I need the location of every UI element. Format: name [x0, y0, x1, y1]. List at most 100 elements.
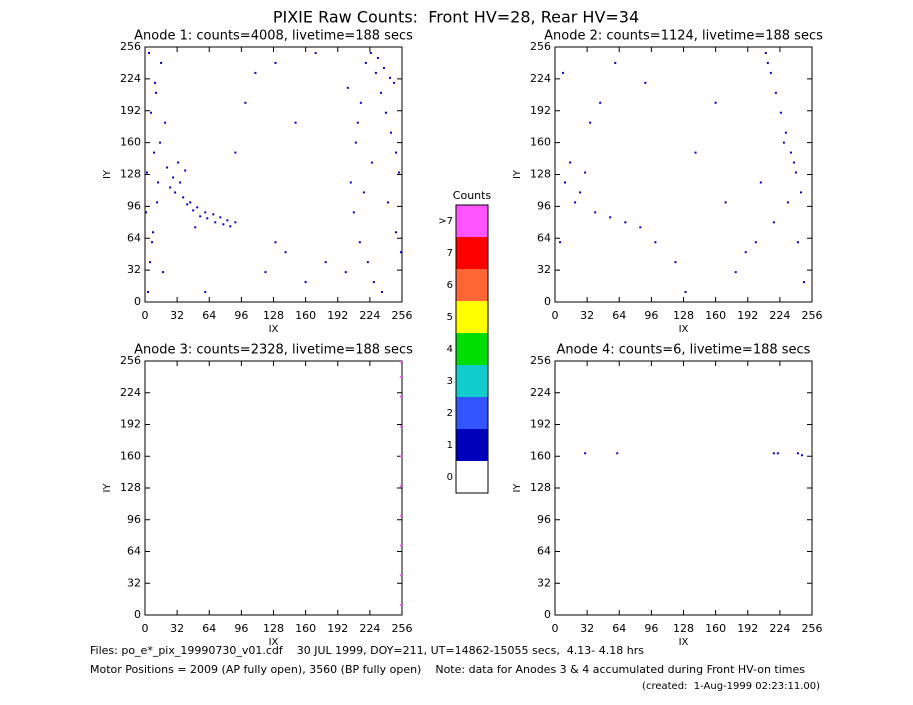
footer-line: Motor Positions = 2009 (AP fully open), …: [90, 663, 805, 676]
point: [399, 425, 402, 428]
y-tick-label: 256: [120, 40, 141, 53]
panel-title: Anode 2: counts=1124, livetime=188 secs: [544, 29, 823, 44]
x-tick-label: 160: [705, 622, 726, 635]
y-axis-label: IY: [512, 483, 523, 493]
colorbar-swatch: [456, 397, 488, 429]
x-tick-label: 32: [170, 309, 184, 322]
point: [380, 291, 383, 294]
y-axis-label: IY: [512, 169, 523, 179]
x-axis-label: IX: [679, 324, 689, 335]
point: [624, 221, 627, 224]
point: [614, 61, 617, 64]
footer-line: (created: 1-Aug-1999 02:23:11.00): [642, 681, 820, 692]
y-tick-label: 0: [134, 295, 141, 308]
point: [156, 201, 159, 204]
x-tick-label: 64: [612, 622, 626, 635]
point: [148, 51, 151, 54]
point: [157, 181, 160, 184]
x-tick-label: 64: [202, 309, 216, 322]
footer-line: Files: po_e*_pix_19990730_v01.cdf 30 JUL…: [90, 644, 644, 657]
point: [674, 261, 677, 264]
y-tick-label: 32: [127, 263, 141, 276]
point: [609, 216, 612, 219]
point: [172, 176, 175, 179]
colorbar-swatch: [456, 333, 488, 365]
x-tick-label: 224: [359, 309, 380, 322]
point: [584, 171, 587, 174]
point: [349, 181, 352, 184]
y-tick-label: 128: [120, 168, 141, 181]
point: [146, 171, 149, 174]
x-tick-label: 160: [295, 622, 316, 635]
point: [399, 360, 402, 363]
point: [399, 574, 402, 577]
point: [399, 395, 402, 398]
y-tick-label: 96: [127, 513, 141, 526]
y-tick-label: 224: [120, 72, 141, 85]
point: [399, 485, 402, 488]
point: [684, 291, 687, 294]
x-tick-label: 32: [580, 622, 594, 635]
colorbar-label: 5: [447, 312, 453, 323]
point: [392, 81, 395, 84]
colorbar-label: 0: [447, 472, 453, 483]
x-tick-label: 192: [327, 309, 348, 322]
colorbar-label: >7: [438, 216, 453, 227]
y-tick-label: 0: [134, 608, 141, 621]
point: [599, 101, 602, 104]
point: [564, 181, 567, 184]
y-tick-label: 0: [544, 295, 551, 308]
point: [358, 241, 361, 244]
x-tick-label: 64: [202, 622, 216, 635]
x-tick-label: 192: [737, 622, 758, 635]
point: [145, 211, 148, 214]
point: [346, 86, 349, 89]
point: [274, 241, 277, 244]
y-tick-label: 128: [530, 168, 551, 181]
point: [370, 161, 373, 164]
x-tick-label: 256: [802, 309, 823, 322]
y-tick-label: 96: [537, 199, 551, 212]
point: [222, 223, 225, 226]
point: [654, 241, 657, 244]
point: [153, 151, 156, 154]
point: [179, 181, 182, 184]
panel-title: Anode 4: counts=6, livetime=188 secs: [557, 343, 811, 358]
point: [792, 161, 795, 164]
y-tick-label: 224: [530, 72, 551, 85]
x-axis-label: IX: [269, 637, 279, 648]
y-tick-label: 32: [537, 576, 551, 589]
y-tick-label: 128: [120, 481, 141, 494]
colorbar-title: Counts: [453, 189, 492, 202]
x-tick-label: 0: [142, 622, 149, 635]
point: [800, 454, 803, 457]
x-tick-label: 192: [327, 622, 348, 635]
plot-frame: [144, 360, 403, 616]
x-tick-label: 96: [234, 622, 248, 635]
y-tick-label: 192: [530, 104, 551, 117]
point: [779, 111, 782, 114]
point: [774, 91, 777, 94]
point: [159, 141, 162, 144]
point: [589, 121, 592, 124]
point: [802, 281, 805, 284]
x-tick-label: 256: [392, 309, 413, 322]
point: [177, 161, 180, 164]
x-tick-label: 224: [359, 622, 380, 635]
y-tick-label: 256: [530, 354, 551, 367]
point: [186, 203, 189, 206]
point: [384, 111, 387, 114]
colorbar-label: 3: [447, 376, 453, 387]
y-tick-label: 224: [120, 386, 141, 399]
colorbar-swatch: [456, 365, 488, 397]
x-tick-label: 0: [552, 622, 559, 635]
point: [304, 281, 307, 284]
x-tick-label: 128: [673, 622, 694, 635]
point: [244, 101, 247, 104]
point: [229, 225, 232, 228]
x-axis-label: IX: [269, 324, 279, 335]
point: [794, 171, 797, 174]
point: [394, 151, 397, 154]
point: [759, 181, 762, 184]
point: [166, 166, 169, 169]
